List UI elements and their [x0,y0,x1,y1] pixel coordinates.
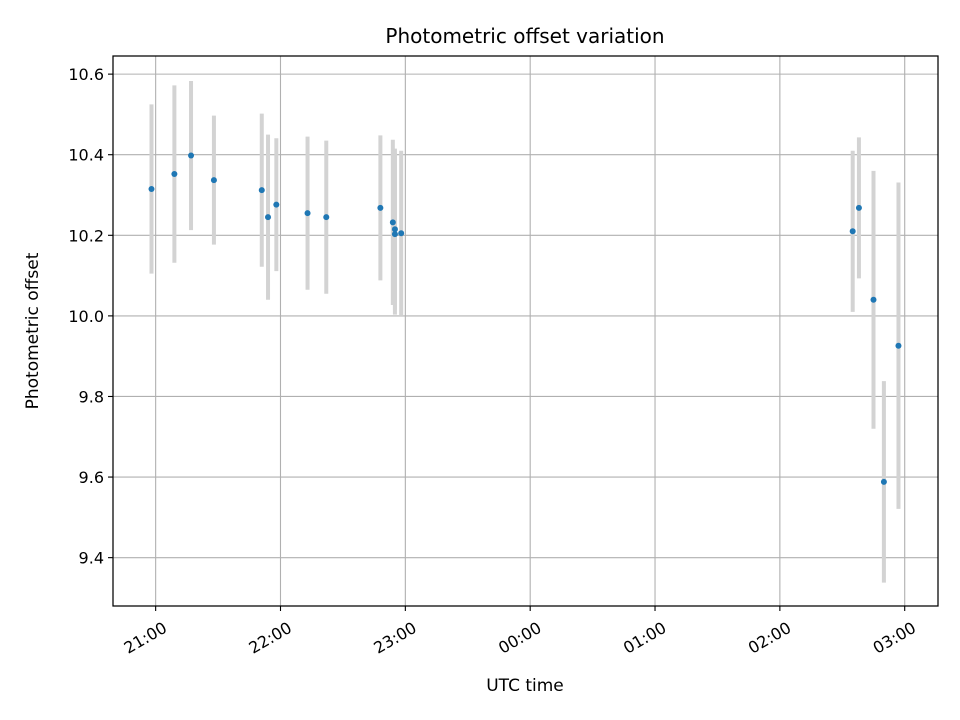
data-point [389,219,396,226]
data-point [265,214,272,221]
y-tick-label: 9.8 [79,387,104,406]
y-tick-label: 9.4 [79,549,104,568]
data-point [895,342,902,349]
data-point [148,185,155,192]
data-point [880,478,887,485]
data-point [391,231,398,238]
data-point [849,228,856,235]
data-point [377,204,384,211]
plot-frame [112,55,939,607]
data-point [304,210,311,217]
x-axis-label: UTC time [486,676,564,696]
y-tick-label: 10.0 [68,307,104,326]
data-point [323,214,330,221]
data-point [855,204,862,211]
data-points [148,152,902,485]
data-point [273,201,280,208]
data-point [398,230,405,237]
y-axis-label: Photometric offset [23,252,43,409]
y-tick-label: 10.4 [68,146,104,165]
data-point [391,226,398,233]
data-point [210,177,217,184]
data-point [258,187,265,194]
y-tick-label: 10.2 [68,226,104,245]
y-tick-label: 10.6 [68,65,104,84]
data-point [870,296,877,303]
y-tick-label: 9.6 [79,468,104,487]
data-point [188,152,195,159]
data-point [171,171,178,178]
chart-title: Photometric offset variation [385,24,664,48]
grid [113,56,938,606]
